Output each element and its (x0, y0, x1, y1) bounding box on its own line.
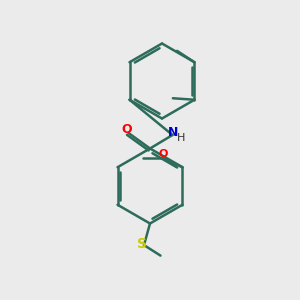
Text: O: O (158, 149, 168, 159)
Text: N: N (168, 126, 178, 139)
Text: O: O (122, 123, 132, 136)
Text: H: H (177, 133, 185, 143)
Text: S: S (137, 238, 148, 251)
